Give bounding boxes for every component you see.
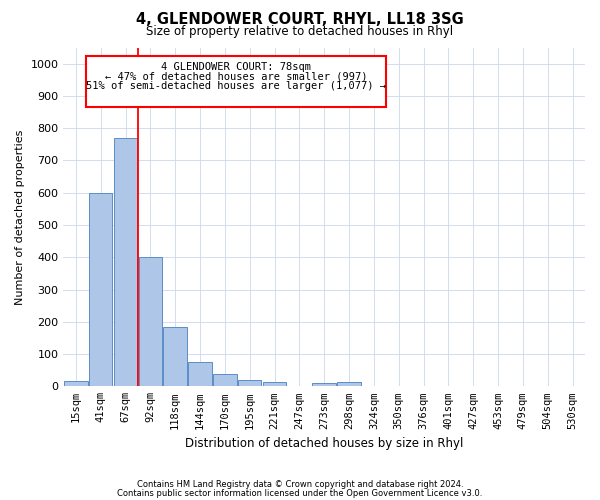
Text: Contains public sector information licensed under the Open Government Licence v3: Contains public sector information licen…: [118, 488, 482, 498]
Text: Size of property relative to detached houses in Rhyl: Size of property relative to detached ho…: [146, 25, 454, 38]
Bar: [163, 326, 187, 386]
Text: 51% of semi-detached houses are larger (1,077) →: 51% of semi-detached houses are larger (…: [86, 82, 386, 92]
Text: 4 GLENDOWER COURT: 78sqm: 4 GLENDOWER COURT: 78sqm: [161, 62, 311, 72]
Bar: [238, 380, 262, 386]
Text: ← 47% of detached houses are smaller (997): ← 47% of detached houses are smaller (99…: [105, 72, 367, 82]
X-axis label: Distribution of detached houses by size in Rhyl: Distribution of detached houses by size …: [185, 437, 463, 450]
Bar: [139, 257, 162, 386]
Bar: [337, 382, 361, 386]
Bar: [263, 382, 286, 386]
Bar: [64, 382, 88, 386]
Bar: [313, 383, 336, 386]
Y-axis label: Number of detached properties: Number of detached properties: [15, 129, 25, 304]
Text: Contains HM Land Registry data © Crown copyright and database right 2024.: Contains HM Land Registry data © Crown c…: [137, 480, 463, 489]
Bar: [114, 138, 137, 386]
Bar: [89, 192, 112, 386]
Bar: [188, 362, 212, 386]
Bar: [213, 374, 236, 386]
FancyBboxPatch shape: [86, 56, 386, 107]
Text: 4, GLENDOWER COURT, RHYL, LL18 3SG: 4, GLENDOWER COURT, RHYL, LL18 3SG: [136, 12, 464, 28]
